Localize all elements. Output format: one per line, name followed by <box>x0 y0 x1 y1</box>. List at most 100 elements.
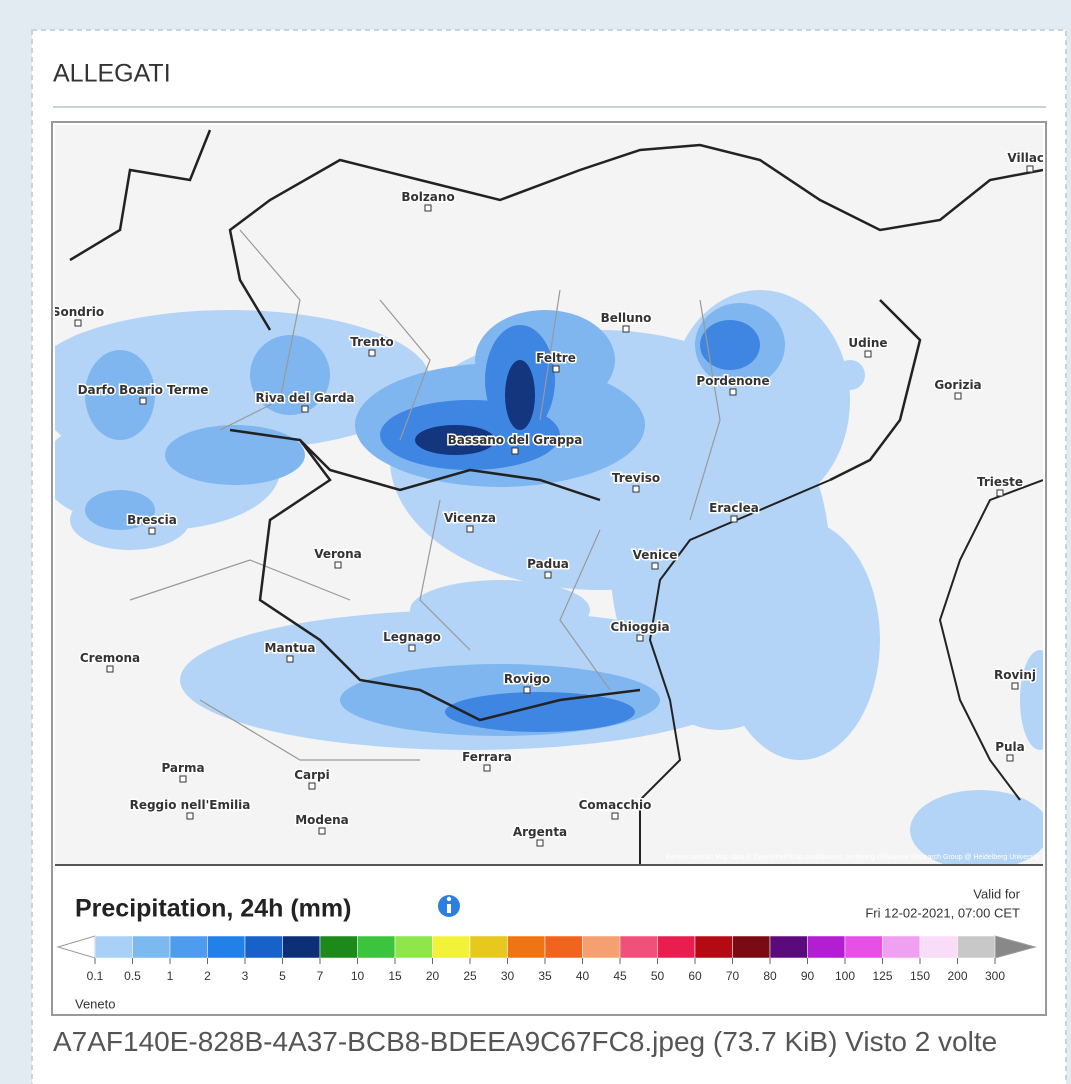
place-marker <box>1011 682 1019 690</box>
place-marker <box>523 686 531 694</box>
colorbar-tick-label: 45 <box>613 969 627 983</box>
place-marker <box>622 325 630 333</box>
place-marker <box>729 388 737 396</box>
place-label: Villach <box>1007 151 1052 165</box>
place-label: Cremona <box>80 651 140 665</box>
place-label: Gorizia <box>934 378 981 392</box>
info-icon-stem <box>447 904 451 913</box>
place-label: Trento <box>350 335 393 349</box>
color-swatch <box>207 935 246 959</box>
place-label: Legnago <box>383 630 441 644</box>
region-label: Veneto <box>75 996 116 1011</box>
color-swatch <box>507 935 546 959</box>
place-marker <box>864 350 872 358</box>
place-marker <box>1026 165 1034 173</box>
place-marker <box>954 392 962 400</box>
legend: Precipitation, 24h (mm) Valid for Fri 12… <box>56 886 1037 1011</box>
place-marker <box>106 665 114 673</box>
color-swatch <box>582 935 621 959</box>
place-label: Modena <box>295 813 349 827</box>
map: Kartenmaterial: Map data © OpenStreetMap… <box>52 125 1052 865</box>
place-label: Udine <box>848 336 887 350</box>
place-label: Ferrara <box>462 750 512 764</box>
place-label: Bassano del Grappa <box>448 433 583 447</box>
place-marker <box>148 527 156 535</box>
place-label: Parma <box>161 761 204 775</box>
place-marker <box>308 782 316 790</box>
color-swatch <box>844 935 883 959</box>
place-marker <box>179 775 187 783</box>
colorbar-tick-label: 70 <box>726 969 740 983</box>
valid-label: Valid for <box>973 886 1020 901</box>
place-label: Comacchio <box>579 798 652 812</box>
place-label: Pula <box>995 740 1025 754</box>
colorbar-tick-label: 0.1 <box>87 969 104 983</box>
place-marker <box>611 812 619 820</box>
place-marker <box>552 365 560 373</box>
color-swatch <box>282 935 321 959</box>
color-swatch <box>694 935 733 959</box>
place-marker <box>408 644 416 652</box>
colorbar-tick-label: 80 <box>763 969 777 983</box>
precip-heavy <box>415 360 535 455</box>
colorbar-tick-label: 40 <box>576 969 590 983</box>
colorbar-tick-label: 15 <box>388 969 402 983</box>
place-marker <box>511 447 519 455</box>
place-marker <box>186 812 194 820</box>
place-label: Venice <box>633 548 678 562</box>
place-label: Vicenza <box>444 511 496 525</box>
place-marker <box>368 349 376 357</box>
colorbar-tick-label: 0.5 <box>124 969 141 983</box>
color-swatch <box>319 935 358 959</box>
color-swatch <box>94 935 133 959</box>
attachment-caption: A7AF140E-828B-4A37-BCB8-BDEEA9C67FC8.jpe… <box>53 1026 998 1057</box>
place-marker <box>544 571 552 579</box>
place-marker <box>632 485 640 493</box>
colorbar-tick-label: 100 <box>835 969 855 983</box>
place-marker <box>286 655 294 663</box>
place-marker <box>466 525 474 533</box>
colorbar-tick-label: 2 <box>204 969 211 983</box>
color-swatch <box>732 935 771 959</box>
colorbar-tick-label: 3 <box>242 969 249 983</box>
place-label: Mantua <box>265 641 316 655</box>
place-label: Reggio nell'Emilia <box>130 798 251 812</box>
colorbar-tick-label: 200 <box>947 969 967 983</box>
place-marker <box>536 839 544 847</box>
place-label: Verona <box>314 547 362 561</box>
colorbar: 0.1 0.5 1 2 3 5 7 10 15 20 25 30 35 40 45 50 60 70 80 90 100… <box>87 935 1005 983</box>
color-swatch <box>132 935 171 959</box>
color-swatch <box>919 935 958 959</box>
place-marker <box>74 319 82 327</box>
place-label: Feltre <box>536 351 576 365</box>
color-swatch <box>957 935 996 959</box>
place-marker <box>483 764 491 772</box>
place-labels: Bolzano Sondrio Trento Belluno Udine Darfo Bo… <box>52 150 1052 847</box>
color-swatch <box>807 935 846 959</box>
place-label: Trieste <box>977 475 1023 489</box>
color-swatch <box>432 935 471 959</box>
place-marker <box>139 397 147 405</box>
valid-time: Fri 12-02-2021, 07:00 CET <box>865 905 1020 920</box>
place-marker <box>318 827 326 835</box>
place-marker <box>651 562 659 570</box>
colorbar-tick-label: 30 <box>501 969 515 983</box>
place-label: Chioggia <box>610 620 669 634</box>
place-label: Padua <box>527 557 569 571</box>
place-label: Eraclea <box>709 501 759 515</box>
place-label: Darfo Boario Terme <box>78 383 209 397</box>
color-swatch <box>394 935 433 959</box>
place-label: Bolzano <box>401 190 454 204</box>
map-attribution: Kartenmaterial: Map data © OpenStreetMap… <box>666 853 1041 861</box>
place-label: Belluno <box>601 311 652 325</box>
colorbar-tick-label: 35 <box>538 969 552 983</box>
colorbar-tick-label: 20 <box>426 969 440 983</box>
color-swatch <box>357 935 396 959</box>
place-label: Rovigo <box>504 672 550 686</box>
color-swatch <box>882 935 921 959</box>
place-label: Sondrio <box>52 305 104 319</box>
legend-title: Precipitation, 24h (mm) <box>75 895 351 923</box>
colorbar-tick-label: 300 <box>985 969 1005 983</box>
color-swatch <box>469 935 508 959</box>
